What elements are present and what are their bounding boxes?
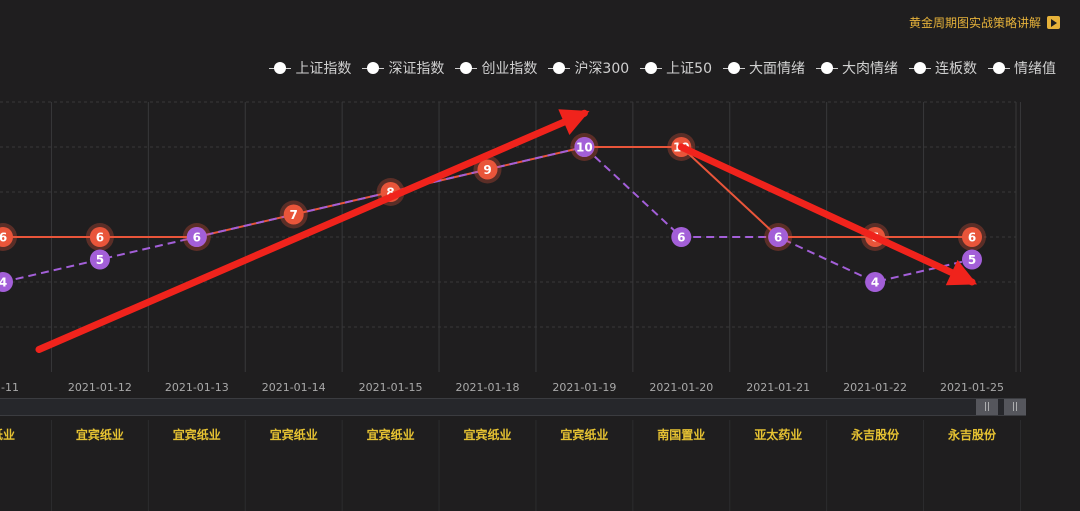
stock-label[interactable]: 宜宾纸业 [463, 427, 511, 442]
dashed-series-point[interactable] [0, 272, 13, 292]
x-tick-label: 2021-01-20 [649, 381, 713, 394]
data-label: 8 [386, 186, 394, 200]
stock-label[interactable]: 宜宾纸业 [173, 427, 221, 442]
legend-item[interactable]: 上证指数 [269, 58, 351, 78]
data-label: 6 [96, 231, 104, 245]
legend-marker-icon [723, 62, 745, 74]
stock-label[interactable]: 宜宾纸业 [367, 427, 415, 442]
legend-marker-icon [816, 62, 838, 74]
stock-label[interactable]: 纸业 [0, 427, 15, 442]
dashed-series-point[interactable] [768, 227, 789, 247]
scroll-handle-left[interactable]: || [976, 399, 998, 415]
x-tick-label: 01-11 [0, 381, 19, 394]
dashed-series-point[interactable] [89, 249, 110, 270]
x-tick-label: 2021-01-14 [262, 381, 326, 394]
legend-label: 大面情绪 [749, 61, 805, 77]
data-label: 6 [0, 231, 7, 245]
legend-marker-icon [455, 62, 478, 74]
legend-label: 情绪值 [1014, 61, 1056, 77]
dashed-series-line [2, 145, 973, 284]
legend-marker-icon [640, 62, 663, 74]
legend-item[interactable]: 大面情绪 [723, 58, 805, 78]
x-tick-label: 2021-01-25 [940, 381, 1004, 394]
legend-label: 沪深300 [574, 61, 630, 77]
x-tick-label: 2021-01-19 [552, 381, 616, 394]
x-tick-label: 2021-01-12 [68, 381, 132, 394]
chart-legend: 上证指数 深证指数 创业指数 沪深300 上证50 大面情绪 大肉情绪 连板数 情绪值 [269, 58, 1056, 78]
solid-series-point[interactable] [962, 227, 982, 247]
legend-marker-icon [909, 62, 931, 74]
data-label: 7 [290, 208, 298, 222]
stock-label[interactable]: 永吉股份 [850, 427, 900, 442]
x-tick-label: 2021-01-21 [746, 381, 810, 394]
legend-marker-icon [269, 62, 292, 74]
strategy-link[interactable]: 黄金周期图实战策略讲解 [909, 14, 1060, 31]
solid-series-point[interactable] [283, 204, 304, 225]
x-tick-label: 2021-01-13 [165, 381, 229, 394]
legend-label: 上证50 [666, 61, 712, 77]
dashed-series-point[interactable] [865, 272, 886, 292]
annotation-arrow [35, 109, 590, 353]
x-tick-label: 2021-01-15 [359, 381, 423, 394]
legend-item[interactable]: 上证50 [640, 58, 712, 78]
stock-label[interactable]: 宜宾纸业 [270, 427, 318, 442]
data-label: 5 [968, 253, 976, 267]
data-label: 9 [483, 163, 491, 177]
solid-series-point[interactable] [0, 227, 13, 247]
data-label: 5 [96, 253, 104, 267]
dashed-series-point[interactable] [186, 227, 207, 247]
legend-marker-icon [362, 62, 385, 74]
play-icon[interactable] [1047, 16, 1060, 29]
scroll-handle-right[interactable]: || [1004, 399, 1026, 415]
data-label: 10 [576, 141, 593, 155]
data-label: 6 [677, 231, 685, 245]
legend-item[interactable]: 创业指数 [455, 58, 537, 78]
strategy-link-label: 黄金周期图实战策略讲解 [908, 16, 1041, 30]
legend-label: 大肉情绪 [842, 61, 898, 77]
legend-label: 深证指数 [388, 61, 445, 77]
data-label: 6 [968, 231, 976, 245]
legend-marker-icon [548, 62, 571, 74]
legend-marker-icon [988, 62, 1010, 74]
x-tick-label: 2021-01-22 [843, 381, 907, 394]
stock-label[interactable]: 宜宾纸业 [560, 427, 608, 442]
legend-label: 连板数 [935, 61, 977, 77]
legend-label: 创业指数 [481, 61, 538, 77]
dashed-series-point[interactable] [574, 137, 595, 157]
x-tick-label: 2021-01-18 [456, 381, 520, 394]
data-label: 6 [193, 231, 201, 245]
annotation-arrow [677, 143, 978, 286]
data-label: 4 [871, 276, 879, 290]
legend-item[interactable]: 沪深300 [548, 58, 629, 78]
stock-label[interactable]: 宜宾纸业 [76, 427, 124, 442]
legend-item[interactable]: 深证指数 [362, 58, 444, 78]
legend-item[interactable]: 情绪值 [988, 58, 1056, 78]
data-label: 4 [0, 276, 7, 290]
stock-label[interactable]: 亚太药业 [754, 427, 802, 442]
solid-series-point[interactable] [89, 227, 110, 247]
stock-label[interactable]: 永吉股份 [947, 427, 997, 442]
datazoom-scrollbar[interactable]: || || [0, 398, 1026, 416]
solid-series-point[interactable] [477, 159, 498, 180]
dashed-series-point[interactable] [671, 227, 692, 247]
legend-item[interactable]: 连板数 [909, 58, 977, 78]
legend-label: 上证指数 [295, 61, 352, 77]
legend-item[interactable]: 大肉情绪 [816, 58, 898, 78]
stock-label[interactable]: 南国置业 [657, 427, 705, 442]
data-label: 6 [774, 231, 782, 245]
